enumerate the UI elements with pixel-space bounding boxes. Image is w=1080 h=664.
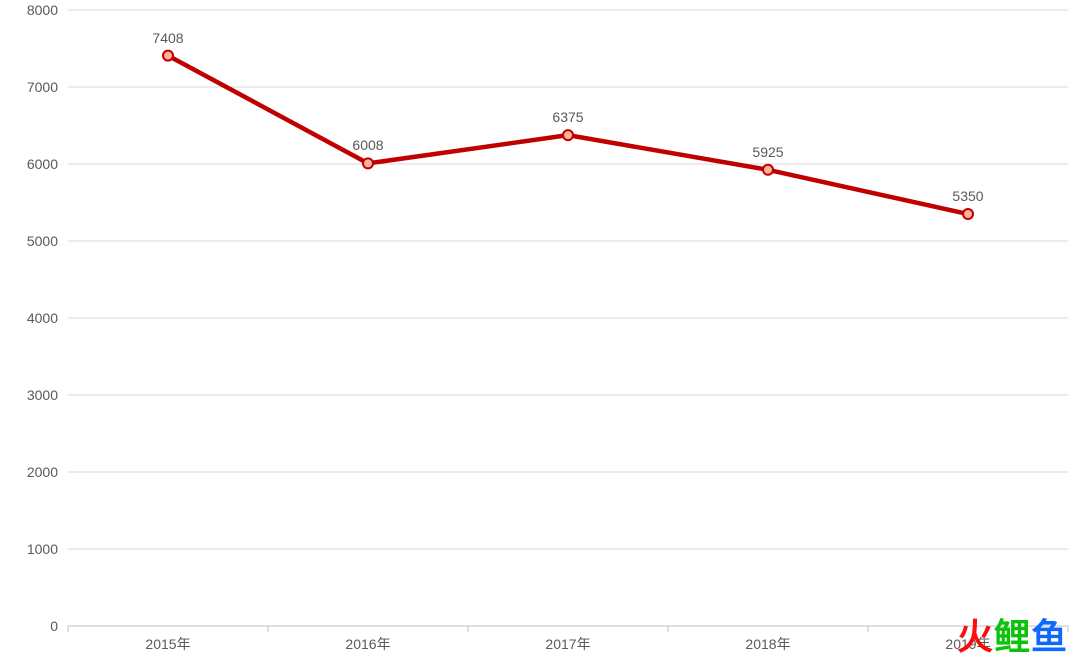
watermark-char: 鱼 [1031,608,1068,660]
data-point-label: 6375 [552,109,583,125]
watermark: 火鲤鱼 [957,608,1068,660]
data-point-label: 5925 [752,144,783,160]
data-point-labels: 7408 6008 6375 5925 5350 [0,0,1080,664]
watermark-char: 火 [957,608,994,660]
watermark-char: 鲤 [994,608,1031,660]
data-point-label: 7408 [152,30,183,46]
line-chart: 010002000300040005000600070008000 2015年2… [0,0,1080,664]
data-point-label: 6008 [352,137,383,153]
data-point-label: 5350 [952,188,983,204]
